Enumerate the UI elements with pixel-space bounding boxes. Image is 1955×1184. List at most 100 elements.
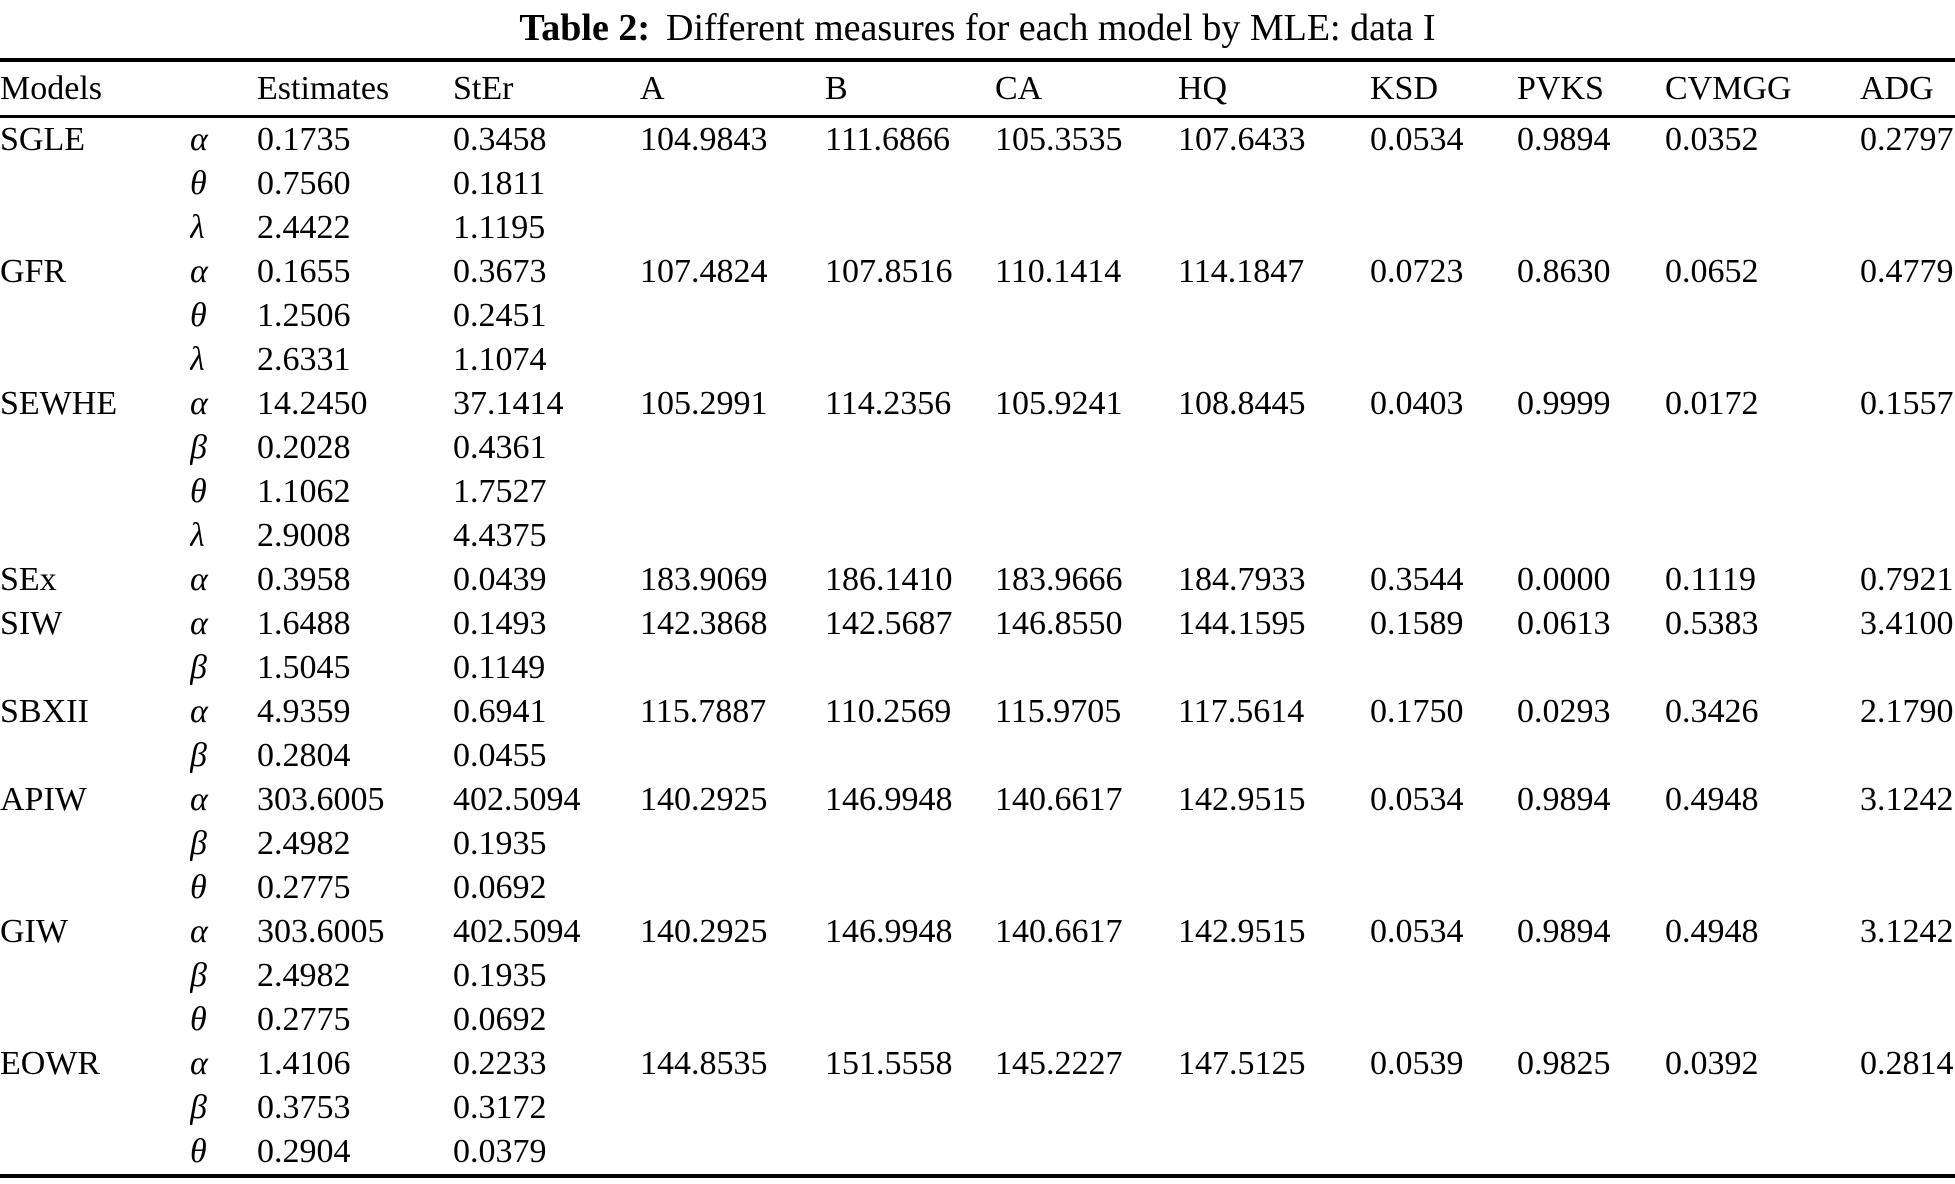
measure-cell-a: 144.8535 <box>640 1045 768 1082</box>
measure-cell-hq <box>1178 954 1370 998</box>
measure-cell-ksd: 0.0534 <box>1370 913 1464 950</box>
measure-cell-a: 140.2925 <box>640 781 768 818</box>
measure-cell-adg <box>1860 1130 1955 1178</box>
measure-cell-b: 107.8516 <box>825 253 953 290</box>
measure-cell-a: 115.7887 <box>640 693 767 730</box>
model-name-cell <box>0 206 190 250</box>
table-body: SGLE α 0.1735 0.3458 104.9843 111.6866 105.353… <box>0 117 1955 1178</box>
model-name-cell <box>0 954 190 998</box>
estimate-cell: 1.5045 <box>257 649 351 686</box>
measure-cell-pvks <box>1517 998 1665 1042</box>
ster-cell: 0.2451 <box>453 297 547 334</box>
ster-cell: 4.4375 <box>453 517 547 554</box>
measure-cell-a: 105.2991 <box>640 385 768 422</box>
ster-cell: 0.1493 <box>453 605 547 642</box>
measure-cell-a <box>640 162 825 206</box>
measure-cell-ksd <box>1370 338 1517 382</box>
measure-cell-b <box>825 514 995 558</box>
measure-cell-ca <box>995 998 1178 1042</box>
model-name-cell <box>0 294 190 338</box>
param-symbol-cell: β <box>190 649 207 686</box>
measure-cell-ksd: 0.1589 <box>1370 605 1464 642</box>
header-hq: HQ <box>1178 60 1370 118</box>
estimate-cell: 0.1655 <box>257 253 351 290</box>
measure-cell-ca: 105.3535 <box>995 121 1123 158</box>
measure-cell-cvmgg: 0.1119 <box>1665 561 1756 598</box>
measure-cell-ksd <box>1370 206 1517 250</box>
measure-cell-ksd: 0.0534 <box>1370 121 1464 158</box>
measure-cell-hq <box>1178 998 1370 1042</box>
ster-cell: 0.0439 <box>453 561 547 598</box>
param-symbol-cell: λ <box>190 517 205 554</box>
measure-cell-hq: 142.9515 <box>1178 913 1306 950</box>
table-row: SEWHE α 14.2450 37.1414 105.2991 114.2356 105.… <box>0 382 1955 426</box>
measure-cell-pvks <box>1517 338 1665 382</box>
measure-cell-b <box>825 822 995 866</box>
measure-cell-a <box>640 426 825 470</box>
measure-cell-adg: 2.1790 <box>1860 693 1954 730</box>
measure-cell-cvmgg <box>1665 162 1860 206</box>
measure-cell-ca <box>995 338 1178 382</box>
measure-cell-ca: 115.9705 <box>995 693 1122 730</box>
measure-cell-hq <box>1178 470 1370 514</box>
ster-cell: 402.5094 <box>453 913 581 950</box>
measure-cell-cvmgg <box>1665 866 1860 910</box>
measure-cell-ca <box>995 954 1178 998</box>
measure-cell-ca: 146.8550 <box>995 605 1123 642</box>
measure-cell-hq <box>1178 514 1370 558</box>
measure-cell-ca <box>995 206 1178 250</box>
model-name-cell: SEWHE <box>0 385 118 422</box>
measure-cell-adg: 0.2797 <box>1860 121 1954 158</box>
measure-cell-ksd <box>1370 1130 1517 1178</box>
ster-cell: 1.1195 <box>453 209 546 246</box>
measure-cell-ksd <box>1370 998 1517 1042</box>
model-name-cell: APIW <box>0 781 87 818</box>
measure-cell-pvks <box>1517 514 1665 558</box>
measure-cell-pvks <box>1517 734 1665 778</box>
measure-cell-pvks <box>1517 646 1665 690</box>
measure-cell-a: 142.3868 <box>640 605 768 642</box>
measure-cell-ca: 105.9241 <box>995 385 1123 422</box>
header-a: A <box>640 60 825 118</box>
measure-cell-cvmgg <box>1665 294 1860 338</box>
measure-cell-pvks: 0.9825 <box>1517 1045 1611 1082</box>
measure-cell-ksd: 0.1750 <box>1370 693 1464 730</box>
param-symbol-cell: θ <box>190 473 207 510</box>
model-name-cell <box>0 338 190 382</box>
model-name-cell: SEx <box>0 561 57 598</box>
measure-cell-cvmgg <box>1665 206 1860 250</box>
measure-cell-b: 186.1410 <box>825 561 953 598</box>
measure-cell-b <box>825 1130 995 1178</box>
measure-cell-adg <box>1860 822 1955 866</box>
measure-cell-ca: 183.9666 <box>995 561 1123 598</box>
measure-cell-pvks: 0.8630 <box>1517 253 1611 290</box>
param-symbol-cell: θ <box>190 1001 207 1038</box>
measure-cell-ksd <box>1370 734 1517 778</box>
measure-cell-hq: 144.1595 <box>1178 605 1306 642</box>
header-cvmgg: CVMGG <box>1665 60 1860 118</box>
param-symbol-cell: θ <box>190 1130 257 1178</box>
measure-cell-a <box>640 514 825 558</box>
measure-cell-ca <box>995 162 1178 206</box>
table-caption-text: Different measures for each model by MLE… <box>666 7 1436 49</box>
param-symbol-cell: θ <box>190 165 207 202</box>
model-name-cell: SBXII <box>0 693 89 730</box>
ster-cell: 0.3172 <box>453 1089 547 1126</box>
measure-cell-a: 140.2925 <box>640 913 768 950</box>
estimate-cell: 2.4982 <box>257 825 351 862</box>
measure-cell-cvmgg: 0.0652 <box>1665 253 1759 290</box>
ster-cell: 0.0379 <box>453 1130 640 1178</box>
measure-cell-ksd <box>1370 426 1517 470</box>
measure-cell-a <box>640 998 825 1042</box>
param-symbol-cell: α <box>190 913 208 950</box>
estimate-cell: 303.6005 <box>257 781 385 818</box>
measure-cell-a <box>640 294 825 338</box>
measure-cell-hq <box>1178 294 1370 338</box>
measure-cell-cvmgg <box>1665 514 1860 558</box>
header-adg: ADG <box>1860 60 1955 118</box>
measure-cell-a <box>640 954 825 998</box>
table-row: β 2.4982 0.1935 <box>0 822 1955 866</box>
model-name-cell: SGLE <box>0 121 85 158</box>
table-row: θ 1.2506 0.2451 <box>0 294 1955 338</box>
